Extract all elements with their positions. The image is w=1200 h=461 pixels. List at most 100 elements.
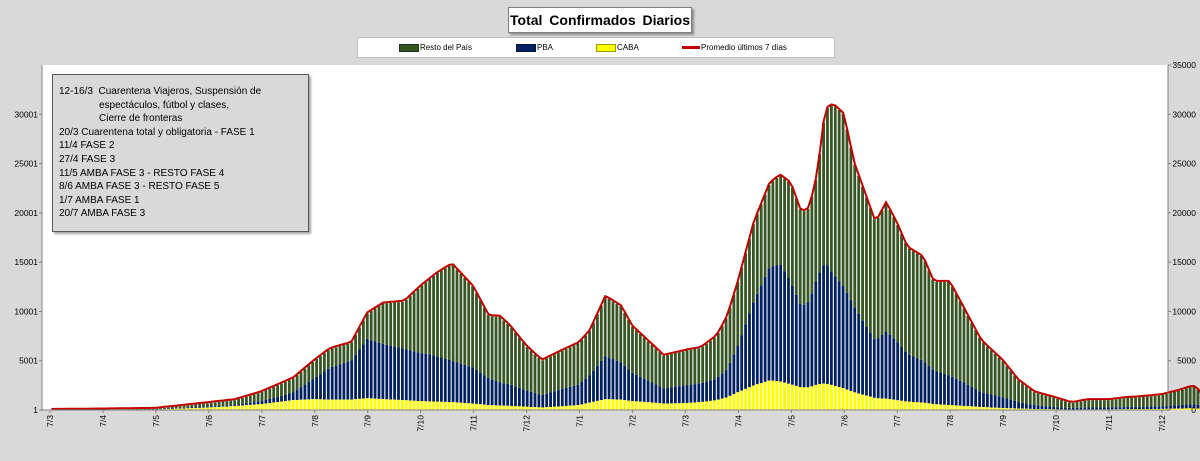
bar-caba bbox=[389, 399, 393, 410]
bar-caba bbox=[428, 401, 432, 410]
y-left-tick-label: 20001 bbox=[14, 208, 38, 218]
bar-resto bbox=[541, 360, 545, 395]
bar-pba bbox=[802, 304, 806, 388]
bar-resto bbox=[377, 306, 381, 343]
bar-resto bbox=[985, 346, 989, 394]
bar-pba bbox=[564, 387, 568, 406]
bar-caba bbox=[568, 405, 572, 410]
bar-resto bbox=[978, 337, 981, 392]
bar-caba bbox=[182, 408, 186, 410]
bar-pba bbox=[1001, 397, 1005, 409]
bar-caba bbox=[740, 390, 744, 410]
bar-pba bbox=[634, 374, 638, 402]
bar-pba bbox=[537, 394, 541, 408]
bar-resto bbox=[950, 286, 954, 377]
bar-resto bbox=[623, 312, 627, 366]
bar-caba bbox=[919, 402, 923, 410]
bar-resto bbox=[888, 210, 892, 335]
bar-resto bbox=[416, 288, 420, 353]
bar-resto bbox=[283, 381, 287, 395]
bar-pba bbox=[619, 362, 623, 400]
bar-caba bbox=[1169, 408, 1173, 410]
bar-caba bbox=[650, 402, 654, 410]
bar-pba bbox=[322, 371, 326, 400]
bar-caba bbox=[400, 400, 404, 410]
y-axis-right-ticks: 0 5000 10000 15000 20000 25000 30000 35000 bbox=[1168, 60, 1196, 415]
bar-caba bbox=[927, 403, 931, 410]
bar-resto bbox=[872, 219, 876, 340]
bar-resto bbox=[1145, 396, 1149, 407]
bar-resto bbox=[1169, 392, 1173, 406]
note-line: 8/6 AMBA FASE 3 - RESTO FASE 5 bbox=[59, 181, 220, 193]
bar-caba bbox=[404, 400, 408, 410]
bar-resto bbox=[1134, 397, 1137, 407]
bar-resto bbox=[904, 243, 907, 352]
bar-resto bbox=[1118, 398, 1122, 408]
bar-caba bbox=[572, 405, 576, 410]
bar-caba bbox=[455, 402, 459, 410]
y-right-tick-label: 20000 bbox=[1172, 208, 1196, 218]
bar-caba bbox=[303, 399, 307, 410]
bar-resto bbox=[880, 210, 884, 335]
legend-swatch-pba bbox=[516, 43, 536, 52]
bar-pba bbox=[420, 353, 424, 402]
bar-pba bbox=[373, 341, 377, 399]
bar-pba bbox=[326, 368, 330, 400]
y-right-tick-label: 35000 bbox=[1172, 60, 1196, 70]
bar-resto bbox=[147, 408, 151, 410]
bar-pba bbox=[276, 397, 280, 403]
bar-resto bbox=[319, 356, 322, 375]
bar-caba bbox=[365, 398, 369, 410]
bar-pba bbox=[759, 285, 763, 384]
bar-caba bbox=[424, 401, 428, 410]
bar-resto bbox=[592, 322, 595, 371]
bar-resto bbox=[1165, 393, 1169, 406]
bar-caba bbox=[985, 407, 989, 410]
bar-pba bbox=[771, 266, 775, 381]
bar-caba bbox=[970, 406, 974, 410]
bar-pba bbox=[970, 386, 974, 407]
bar-resto bbox=[775, 177, 779, 266]
bar-caba bbox=[880, 398, 884, 410]
bar-pba bbox=[720, 373, 724, 399]
bar-pba bbox=[1177, 405, 1180, 409]
bar-resto bbox=[1009, 370, 1013, 400]
bar-caba bbox=[755, 384, 759, 410]
bar-resto bbox=[1063, 401, 1067, 408]
bar-caba bbox=[931, 403, 935, 410]
bar-resto bbox=[163, 407, 166, 409]
bar-pba bbox=[233, 405, 237, 407]
bar-pba bbox=[1079, 407, 1083, 410]
bar-resto bbox=[603, 297, 607, 357]
bar-pba bbox=[1106, 407, 1110, 410]
bar-caba bbox=[533, 407, 537, 410]
bar-caba bbox=[728, 395, 732, 410]
bar-resto bbox=[997, 357, 1001, 397]
bar-resto bbox=[502, 320, 506, 384]
bar-caba bbox=[763, 381, 767, 410]
bar-pba bbox=[829, 271, 833, 385]
bar-caba bbox=[845, 389, 849, 410]
bar-resto bbox=[393, 302, 396, 347]
bar-caba bbox=[307, 399, 311, 410]
bar-caba bbox=[248, 404, 252, 410]
bar-caba bbox=[794, 385, 798, 410]
bar-resto bbox=[829, 105, 833, 272]
bar-pba bbox=[974, 389, 978, 407]
bar-caba bbox=[950, 405, 954, 410]
bar-caba bbox=[560, 406, 564, 410]
bar-caba bbox=[283, 401, 287, 410]
bar-pba bbox=[256, 401, 260, 405]
bar-caba bbox=[896, 400, 900, 410]
bar-caba bbox=[946, 404, 950, 410]
bar-caba bbox=[463, 403, 467, 410]
bar-resto bbox=[155, 408, 159, 410]
bar-pba bbox=[744, 324, 747, 389]
bar-pba bbox=[412, 351, 416, 401]
bar-pba bbox=[716, 376, 720, 400]
bar-caba bbox=[603, 399, 607, 410]
x-tick-label: 7/7 bbox=[892, 415, 902, 427]
bar-caba bbox=[475, 403, 478, 410]
bar-pba bbox=[1083, 407, 1087, 410]
bar-pba bbox=[646, 380, 650, 403]
